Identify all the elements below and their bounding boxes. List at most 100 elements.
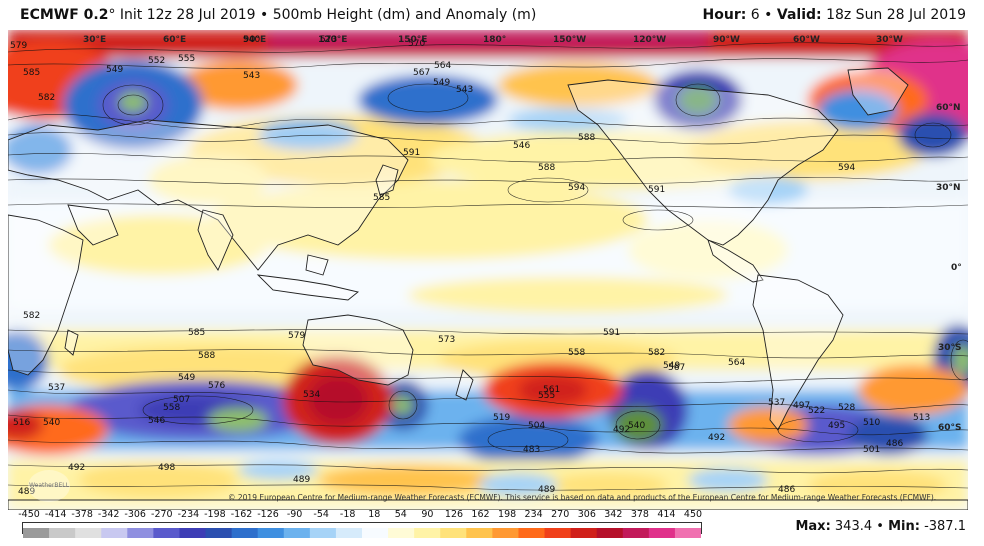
colorbar-tick-label: -378 (71, 509, 93, 520)
latitude-labels: 60°N 30°N 0° 30°S 60°S (936, 103, 962, 433)
colorbar-tick-label: 378 (630, 509, 649, 520)
contour-label: 543 (243, 71, 260, 81)
contour-label: 549 (433, 78, 450, 88)
contour-label: 591 (603, 328, 620, 338)
colorbar-tick-label: -126 (257, 509, 279, 520)
contour-label: 504 (528, 421, 545, 431)
contour-label: 585 (188, 328, 205, 338)
contour-label: 555 (178, 54, 195, 64)
colorbar-tick-label: -162 (230, 509, 253, 520)
lon-label-90e: 90°E (243, 35, 266, 45)
stats-separator: • (876, 519, 884, 534)
colorbar-tick-label: 90 (421, 509, 434, 520)
colorbar-segment (179, 528, 207, 538)
colorbar-segment (75, 528, 102, 538)
contour-label: 588 (578, 133, 595, 143)
contour-label: 507 (173, 395, 190, 405)
colorbar-tick-label: -18 (339, 509, 356, 520)
contour-label: 558 (568, 348, 585, 358)
colorbar-tick-label: -234 (177, 509, 200, 520)
colorbar-tick-label: -342 (97, 509, 120, 520)
contour-label: 528 (838, 403, 855, 413)
lon-label-120e: 120°E (318, 35, 347, 45)
max-value: 343.4 (834, 519, 873, 534)
land-africa (8, 214, 84, 376)
contour-label: 561 (543, 385, 560, 395)
contour-label: 540 (43, 418, 60, 428)
land-india (197, 209, 234, 271)
anomaly-shading (8, 30, 968, 510)
contour-label: 534 (303, 390, 320, 400)
contour-label: 483 (523, 445, 540, 455)
colorbar-tick-label: -198 (204, 509, 226, 520)
contour-label: 492 (708, 433, 725, 443)
contour-label: 498 (158, 463, 175, 473)
lat-label-60s: 60°S (938, 423, 962, 433)
map-svg: 30°E 60°E 90°E 120°E 150°E 180° 150°W 12… (8, 30, 968, 510)
colorbar-tick-label: -270 (151, 509, 173, 520)
contour-label: 579 (288, 331, 305, 341)
colorbar-segment (309, 528, 337, 538)
contour-label: 567 (668, 363, 685, 373)
colorbar-tick-label: -414 (44, 509, 67, 520)
colorbar-segment (674, 528, 702, 538)
colorbar-tick-label: 414 (657, 509, 676, 520)
contour-label: 582 (38, 93, 55, 103)
land-north-america (567, 79, 839, 246)
contour-label: 582 (648, 348, 665, 358)
land-indonesia (256, 274, 360, 301)
colorbar-tick-label: 18 (368, 509, 381, 520)
contour-labels: 579 585 582 549 552 555 543 540 573 570 567 564 543 5… (10, 35, 930, 497)
valid-label: Valid: (776, 7, 822, 23)
contour-label: 591 (403, 148, 420, 158)
lon-label-150w: 150°W (553, 35, 586, 45)
contour-label: 486 (778, 485, 795, 495)
lat-label-30s: 30°S (938, 343, 962, 353)
contour-label: 519 (493, 413, 510, 423)
land-arabia (67, 204, 119, 246)
valid-time: Hour: 6 • Valid: 18z Sun 28 Jul 2019 (703, 7, 966, 23)
colorbar-svg (23, 528, 702, 538)
colorbar-segment (518, 528, 546, 538)
land-australia (302, 314, 414, 386)
lat-label-30n: 30°N (936, 183, 961, 193)
degree-symbol: ° (108, 7, 116, 23)
colorbar-segment (466, 528, 493, 538)
contour-label: 585 (373, 193, 390, 203)
header-separator: • (764, 7, 773, 23)
anomaly-colorbar (22, 522, 702, 538)
longitude-labels: 30°E 60°E 90°E 120°E 150°E 180° 150°W 12… (83, 35, 903, 45)
land-madagascar (64, 329, 79, 356)
lon-label-120w: 120°W (633, 35, 666, 45)
contour-label: 495 (828, 421, 845, 431)
colorbar-tick-label: 342 (604, 509, 623, 520)
contour-label: 567 (413, 68, 430, 78)
contour-label: 492 (613, 425, 630, 435)
max-label: Max: (795, 519, 831, 534)
lat-label-60n: 60°N (936, 103, 961, 113)
colorbar-segment (440, 528, 467, 538)
land-greenland (847, 67, 909, 116)
land-antarctica (8, 499, 968, 510)
lon-label-30w: 30°W (876, 35, 903, 45)
landmasses (8, 67, 968, 510)
contour-label: 537 (768, 398, 785, 408)
colorbar-segment (153, 528, 180, 538)
contour-label: 546 (148, 416, 165, 426)
hour-value: 6 (750, 7, 760, 23)
colorbar-tick-label: 234 (524, 509, 543, 520)
hour-label: Hour: (702, 7, 747, 23)
contour-label: 585 (23, 68, 40, 78)
colorbar-tick-labels: -450 -414 -378 -342 -306 -270 -234 -198 -162 -126… (0, 509, 720, 521)
contour-label: 540 (243, 35, 260, 45)
land-south-america (752, 274, 844, 431)
contour-label: 537 (48, 383, 65, 393)
colorbar-tick-label: 54 (394, 509, 407, 520)
contour-label: 492 (68, 463, 85, 473)
colorbar-segment (101, 528, 128, 538)
colorbar-segment (596, 528, 624, 538)
colorbar-segment (283, 528, 311, 538)
colorbar-tick-label: -306 (124, 509, 146, 520)
contour-label: 489 (293, 475, 310, 485)
colorbar-segment (335, 528, 363, 538)
